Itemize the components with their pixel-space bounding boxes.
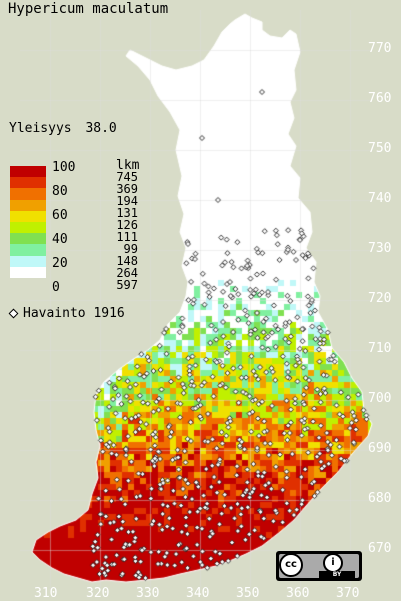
x-tick-label: 360 — [286, 586, 310, 601]
legend-swatch — [10, 177, 46, 189]
diamond-icon — [8, 308, 19, 319]
legend-swatch — [10, 188, 46, 200]
x-tick-label: 370 — [336, 586, 360, 601]
legend-swatch — [10, 244, 46, 256]
observation-label: Havainto — [23, 306, 86, 321]
legend-level-40: 40 — [52, 232, 68, 247]
x-tick-label: 340 — [186, 586, 210, 601]
legend-swatch — [10, 233, 46, 245]
y-tick-label: 740 — [368, 191, 392, 206]
frequency-value: 38.0 — [85, 121, 117, 136]
legend-count-header: lkm — [116, 158, 140, 173]
legend-count: 745 — [116, 170, 138, 184]
legend-count: 194 — [116, 194, 138, 208]
legend-swatch — [10, 199, 46, 211]
frequency-label: Yleisyys — [9, 121, 72, 136]
y-tick-label: 760 — [368, 91, 392, 106]
attribution-icon: i — [323, 553, 343, 573]
observation-legend: Havainto 1916 — [8, 306, 125, 321]
y-tick-label: 770 — [368, 41, 392, 56]
legend-swatch — [10, 221, 46, 234]
y-tick-label: 700 — [368, 391, 392, 406]
license-by-label: BY — [319, 571, 355, 578]
legend-level-100: 100 — [52, 160, 76, 175]
legend-swatch — [10, 210, 46, 222]
cc-logo: cc — [279, 553, 303, 577]
legend-swatch — [10, 166, 46, 178]
legend-level-80: 80 — [52, 184, 68, 199]
y-tick-label: 730 — [368, 241, 392, 256]
legend-level-20: 20 — [52, 256, 68, 271]
legend-count: 99 — [123, 242, 138, 256]
x-tick-label: 330 — [136, 586, 160, 601]
frequency-line: Yleisyys 38.0 — [9, 121, 117, 136]
y-tick-label: 680 — [368, 491, 392, 506]
legend-count: 131 — [116, 206, 138, 220]
legend-level-60: 60 — [52, 208, 68, 223]
y-tick-label: 690 — [368, 441, 392, 456]
x-tick-label: 320 — [86, 586, 110, 601]
observation-count: 1916 — [93, 306, 125, 321]
y-tick-label: 720 — [368, 291, 392, 306]
legend-count: 264 — [116, 266, 138, 280]
creative-commons-icon[interactable]: cc i BY — [276, 551, 362, 581]
legend-count: 597 — [116, 278, 138, 292]
x-tick-label: 310 — [34, 586, 58, 601]
legend-count: 126 — [116, 218, 138, 232]
species-title: Hypericum maculatum — [8, 1, 169, 17]
legend-count: 111 — [116, 230, 138, 244]
legend-level-0: 0 — [52, 280, 60, 295]
legend-count: 148 — [116, 254, 138, 268]
legend-count: 369 — [116, 182, 138, 196]
x-tick-label: 350 — [236, 586, 260, 601]
y-tick-label: 670 — [368, 541, 392, 556]
y-tick-label: 750 — [368, 141, 392, 156]
legend-swatch — [10, 255, 46, 267]
y-tick-label: 710 — [368, 341, 392, 356]
legend-color-bar — [10, 166, 46, 292]
legend-swatch — [10, 266, 46, 278]
